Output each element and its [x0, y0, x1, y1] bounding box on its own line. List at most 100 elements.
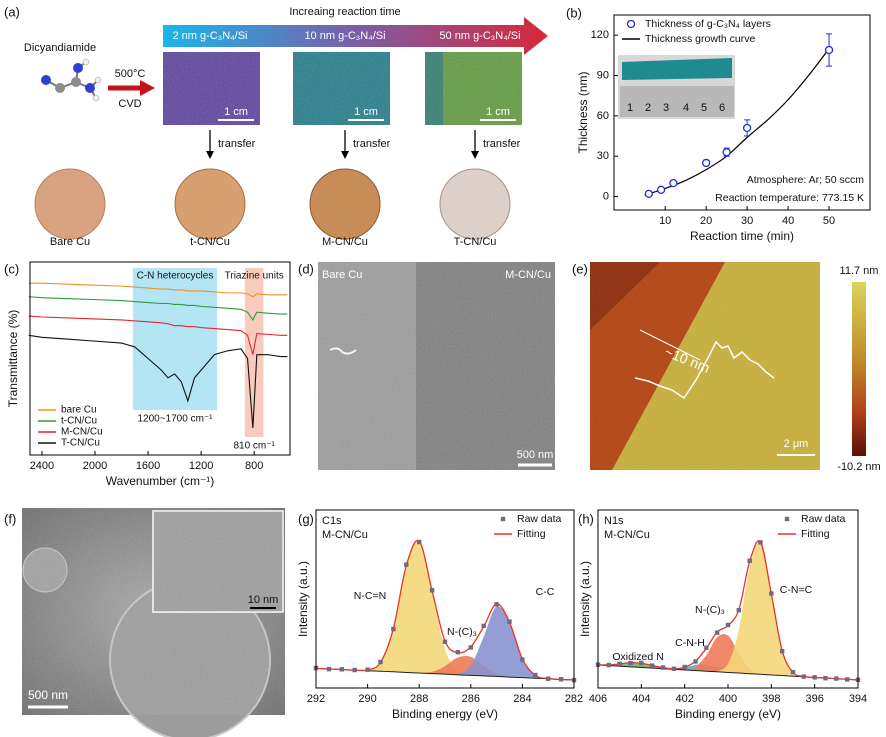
raw-point: [606, 662, 612, 668]
raw-point: [747, 558, 752, 563]
x-tick-label: 286: [462, 693, 480, 705]
raw-point: [494, 602, 499, 607]
transfer-label: transfer: [218, 138, 256, 150]
raw-point: [639, 660, 644, 666]
legend-label: M-CN/Cu: [61, 427, 103, 438]
texture: [318, 262, 555, 470]
plot-frame: [29, 261, 291, 456]
raw-point: [736, 608, 742, 613]
ruler-digit: 4: [683, 102, 689, 114]
scale-label: 2 μm: [784, 438, 809, 450]
panel-e: (e) ~10 nm 2 μm 11.7 nm -10.2 nm: [572, 261, 881, 472]
raw-point: [468, 645, 473, 650]
x-tick-label: 400: [719, 693, 737, 705]
raw-point: [429, 588, 435, 593]
panel-label: (h): [578, 511, 594, 526]
sample-label: Bare Cu: [50, 236, 90, 248]
y-axis-label: Intensity (a.u.): [296, 561, 310, 637]
panel-d: (d) Bare Cu M-CN/Cu 500 nm: [298, 261, 555, 470]
component-peak: [598, 634, 858, 680]
banner-label: 10 nm g-C₃N₄/Si: [304, 30, 385, 42]
data-point: [656, 185, 666, 194]
raw-point: [326, 666, 332, 672]
annotation: Atmosphere: Ar; 50 sccm: [747, 174, 865, 186]
raw-point: [779, 648, 785, 654]
x-tick-label: 50: [823, 215, 835, 227]
x-tick-label: 20: [700, 215, 712, 227]
legend-symbol: [784, 516, 790, 522]
colorbar-max: 11.7 nm: [840, 265, 879, 277]
transfer-label: transfer: [483, 138, 521, 150]
raw-point: [671, 666, 677, 671]
x-tick-label: 2400: [30, 460, 54, 472]
ruler-digit: 6: [719, 102, 725, 114]
component-peak: [316, 606, 574, 680]
x-tick-label: 398: [762, 693, 780, 705]
raw-point: [391, 626, 396, 632]
raw-point: [455, 650, 461, 655]
legend-label: Thickness growth curve: [645, 33, 755, 45]
raw-point: [834, 676, 839, 681]
sample-label: T-CN/Cu: [454, 236, 497, 248]
panel-label: (e): [572, 261, 588, 276]
panel-label: (f): [4, 511, 16, 526]
transfer-label: transfer: [353, 138, 391, 150]
raw-point: [442, 639, 448, 644]
component-label: C-N-H: [675, 637, 705, 649]
data-point: [644, 189, 653, 199]
component-label: C-N=C: [780, 584, 813, 596]
raw-point: [546, 676, 551, 681]
legend-label: t-CN/Cu: [61, 416, 97, 427]
y-tick-label: 120: [591, 29, 609, 41]
series-line: [28, 334, 288, 429]
raw-point: [693, 659, 698, 664]
scale-label: 1 cm: [354, 106, 378, 118]
raw-point: [417, 539, 422, 545]
raw-point: [507, 619, 512, 624]
scale-label: 500 nm: [517, 449, 554, 461]
plot-frame: [315, 509, 575, 689]
sample-label: M-CN/Cu: [322, 236, 368, 248]
component-label: Oxidized N: [612, 651, 663, 663]
component-peak: [316, 656, 574, 680]
component-label: N-C=N: [354, 590, 386, 602]
component-label: C-C: [536, 586, 555, 598]
sample-disc: [439, 168, 511, 240]
data-point: [742, 123, 752, 133]
scale-label: 500 nm: [28, 688, 68, 702]
x-tick-label: 30: [741, 215, 753, 227]
series-line: [28, 282, 288, 298]
series-line: [28, 315, 288, 355]
series-line: [28, 296, 288, 321]
raw-point: [660, 665, 666, 670]
sample-disc: [174, 168, 246, 240]
panel-label: (b): [566, 5, 582, 20]
raw-point: [704, 645, 709, 650]
sample-disc: [309, 168, 381, 240]
film-strip: [622, 58, 732, 80]
data-point: [702, 158, 711, 168]
component-peak: [598, 662, 858, 680]
raw-point: [769, 591, 774, 596]
raw-point: [790, 669, 796, 675]
x-tick-label: 290: [358, 693, 376, 705]
height-profile: [634, 340, 775, 400]
texture: [590, 262, 820, 470]
ruler-digit: 5: [701, 102, 707, 114]
banner-label: 50 nm g-C₃N₄/Si: [439, 30, 520, 42]
legend-label: Fitting: [517, 528, 546, 540]
inset-photo: 1 2 3 4 5 6: [618, 55, 735, 119]
raw-point: [801, 674, 807, 679]
region-label: M-CN/Cu: [505, 269, 551, 281]
band: [244, 268, 264, 437]
y-tick-label: 60: [597, 110, 609, 122]
sample-disc: [34, 168, 106, 240]
colorbar: [852, 282, 866, 456]
raw-point: [844, 677, 850, 682]
ruler-digit: 3: [663, 102, 669, 114]
panel-label: (g): [298, 511, 314, 526]
x-tick-label: 292: [307, 693, 325, 705]
legend-label: bare Cu: [61, 405, 97, 416]
legend-label: T-CN/Cu: [61, 438, 100, 449]
ruler-digit: 2: [645, 102, 651, 114]
